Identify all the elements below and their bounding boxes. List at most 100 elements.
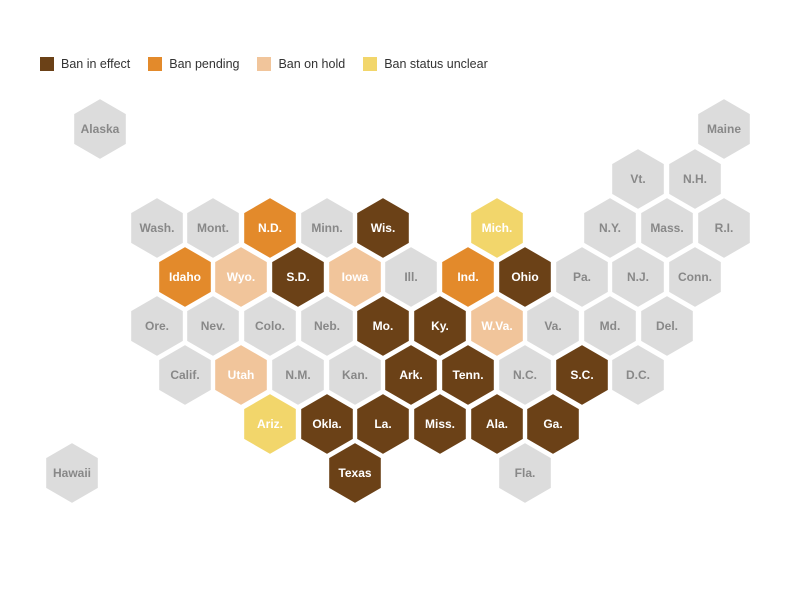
state-hex-neb[interactable]: Neb. (299, 293, 355, 359)
state-label-s-c: S.C. (570, 368, 593, 382)
state-hex-maine[interactable]: Maine (696, 96, 752, 162)
state-hex-ky[interactable]: Ky. (412, 293, 468, 359)
legend-swatch-on-hold (257, 57, 272, 71)
legend-swatch-pending (148, 57, 163, 71)
state-hex-wash[interactable]: Wash. (129, 195, 185, 261)
state-hex-mass[interactable]: Mass. (639, 195, 695, 261)
state-hex-shape (582, 195, 638, 261)
state-label-conn: Conn. (678, 270, 712, 284)
state-hex-wis[interactable]: Wis. (355, 195, 411, 261)
legend-item-unclear: Ban status unclear (363, 57, 488, 71)
state-hex-tenn[interactable]: Tenn. (440, 342, 496, 408)
state-hex-calif[interactable]: Calif. (157, 342, 213, 408)
state-hex-ill[interactable]: Ill. (383, 244, 439, 310)
state-label-ga: Ga. (543, 417, 562, 431)
state-hex-s-c[interactable]: S.C. (554, 342, 610, 408)
state-hex-s-d[interactable]: S.D. (270, 244, 326, 310)
state-hex-pa[interactable]: Pa. (554, 244, 610, 310)
state-hex-la[interactable]: La. (355, 391, 411, 457)
state-hex-shape (383, 342, 439, 408)
state-label-del: Del. (656, 319, 678, 333)
state-hex-shape (270, 342, 326, 408)
state-hex-n-j[interactable]: N.J. (610, 244, 666, 310)
state-label-wash: Wash. (140, 221, 175, 235)
state-hex-r-i[interactable]: R.I. (696, 195, 752, 261)
legend-label-in-effect: Ban in effect (61, 57, 131, 71)
state-label-ohio: Ohio (511, 270, 538, 284)
state-hex-fla[interactable]: Fla. (497, 440, 553, 506)
state-hex-okla[interactable]: Okla. (299, 391, 355, 457)
state-hex-shape (497, 244, 553, 310)
state-label-nev: Nev. (201, 319, 225, 333)
state-hex-ariz[interactable]: Ariz. (242, 391, 298, 457)
state-hex-texas[interactable]: Texas (327, 440, 383, 506)
state-hex-colo[interactable]: Colo. (242, 293, 298, 359)
state-label-mich: Mich. (482, 221, 513, 235)
state-hex-n-h[interactable]: N.H. (667, 146, 723, 212)
state-label-idaho: Idaho (169, 270, 201, 284)
state-hex-idaho[interactable]: Idaho (157, 244, 213, 310)
legend-swatch-in-effect (40, 57, 54, 71)
state-hex-shape (44, 440, 100, 506)
state-hex-ala[interactable]: Ala. (469, 391, 525, 457)
state-hex-iowa[interactable]: Iowa (327, 244, 383, 310)
state-hex-shape (213, 244, 269, 310)
state-label-n-y: N.Y. (599, 221, 621, 235)
state-hex-shape (327, 342, 383, 408)
state-label-tenn: Tenn. (452, 368, 483, 382)
state-hex-vt[interactable]: Vt. (610, 146, 666, 212)
map-legend: Ban in effect Ban pending Ban on hold Ba… (40, 57, 506, 71)
state-hex-md[interactable]: Md. (582, 293, 638, 359)
state-label-n-h: N.H. (683, 172, 707, 186)
state-hex-shape (242, 391, 298, 457)
state-hex-n-d[interactable]: N.D. (242, 195, 298, 261)
state-hex-wyo[interactable]: Wyo. (213, 244, 269, 310)
state-label-mass: Mass. (650, 221, 683, 235)
state-hex-shape (667, 146, 723, 212)
state-hex-w-va[interactable]: W.Va. (469, 293, 525, 359)
state-hex-mo[interactable]: Mo. (355, 293, 411, 359)
state-label-okla: Okla. (312, 417, 341, 431)
state-hex-shape (412, 293, 468, 359)
state-hex-shape (639, 195, 695, 261)
state-hex-shape (129, 195, 185, 261)
state-label-va: Va. (544, 319, 561, 333)
state-hex-utah[interactable]: Utah (213, 342, 269, 408)
state-hex-ga[interactable]: Ga. (525, 391, 581, 457)
state-hex-miss[interactable]: Miss. (412, 391, 468, 457)
state-hex-shape (355, 293, 411, 359)
state-hex-del[interactable]: Del. (639, 293, 695, 359)
state-hex-mont[interactable]: Mont. (185, 195, 241, 261)
state-hex-minn[interactable]: Minn. (299, 195, 355, 261)
legend-label-on-hold: Ban on hold (278, 57, 346, 71)
state-hex-shape (440, 342, 496, 408)
state-label-n-c: N.C. (513, 368, 537, 382)
state-hex-kan[interactable]: Kan. (327, 342, 383, 408)
state-hex-shape (299, 391, 355, 457)
state-hex-va[interactable]: Va. (525, 293, 581, 359)
state-hex-alaska[interactable]: Alaska (72, 96, 128, 162)
state-hex-n-c[interactable]: N.C. (497, 342, 553, 408)
state-hex-shape (412, 391, 468, 457)
state-label-maine: Maine (707, 122, 741, 136)
state-label-alaska: Alaska (81, 122, 120, 136)
state-hex-n-y[interactable]: N.Y. (582, 195, 638, 261)
state-hex-ore[interactable]: Ore. (129, 293, 185, 359)
state-label-wis: Wis. (371, 221, 396, 235)
state-hex-shape (667, 244, 723, 310)
state-hex-ark[interactable]: Ark. (383, 342, 439, 408)
state-hex-n-m[interactable]: N.M. (270, 342, 326, 408)
state-hex-d-c[interactable]: D.C. (610, 342, 666, 408)
state-hex-shape (554, 244, 610, 310)
state-hex-ohio[interactable]: Ohio (497, 244, 553, 310)
state-hex-nev[interactable]: Nev. (185, 293, 241, 359)
state-hex-ind[interactable]: Ind. (440, 244, 496, 310)
state-hex-shape (270, 244, 326, 310)
state-label-iowa: Iowa (342, 270, 369, 284)
state-hex-hawaii[interactable]: Hawaii (44, 440, 100, 506)
state-hex-conn[interactable]: Conn. (667, 244, 723, 310)
state-hex-mich[interactable]: Mich. (469, 195, 525, 261)
state-label-neb: Neb. (314, 319, 340, 333)
state-hex-shape (157, 244, 213, 310)
